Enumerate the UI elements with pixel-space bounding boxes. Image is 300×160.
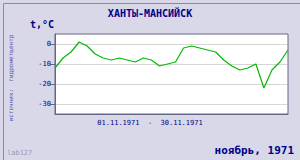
svg-text:lab127: lab127 (7, 149, 32, 157)
svg-text:01.11.1971 - 30.11.1971: 01.11.1971 - 30.11.1971 (97, 119, 202, 127)
svg-text:ноябрь, 1971: ноябрь, 1971 (215, 144, 295, 157)
svg-text:источник: гидрометцентр: источник: гидрометцентр (7, 34, 15, 121)
svg-text:t,°C: t,°C (30, 19, 54, 30)
svg-text:-10: -10 (38, 60, 51, 68)
svg-text:-20: -20 (38, 80, 51, 88)
svg-text:0: 0 (47, 40, 51, 48)
svg-text:-30: -30 (38, 100, 51, 108)
svg-text:ХАНТЫ-МАНСИЙСК: ХАНТЫ-МАНСИЙСК (108, 7, 192, 19)
